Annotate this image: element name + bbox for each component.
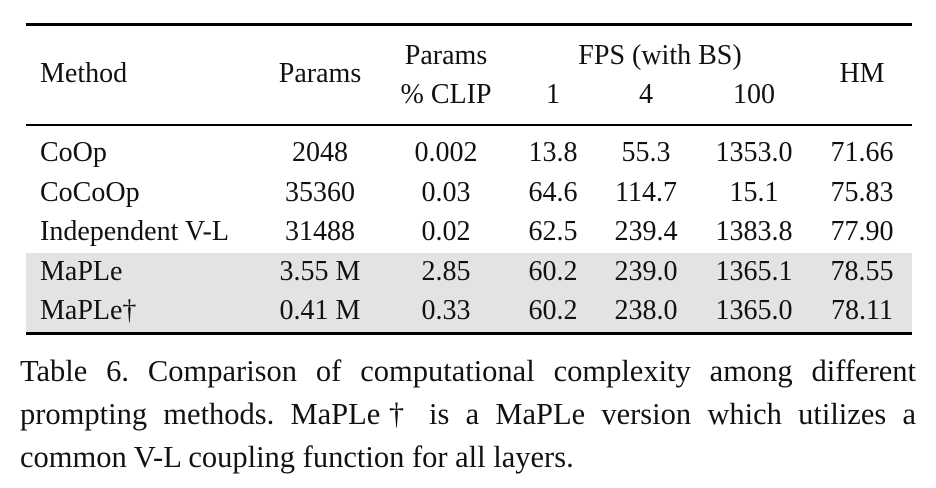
cell-params-clip: 0.03 <box>421 177 471 208</box>
cell-method: MaPLe† <box>40 295 137 326</box>
header-fps-bs-4: 4 <box>639 79 653 110</box>
cell-method: Independent V-L <box>40 216 229 247</box>
cell-params: 35360 <box>285 177 355 208</box>
cell-params-clip: 0.002 <box>414 137 478 168</box>
cell-fps-1: 60.2 <box>528 256 578 287</box>
cell-hm: 71.66 <box>830 137 894 168</box>
cell-params-clip: 2.85 <box>421 256 471 287</box>
cell-fps-4: 238.0 <box>614 295 678 326</box>
cell-hm: 75.83 <box>830 177 894 208</box>
header-fps-bs-1: 1 <box>546 79 560 110</box>
highlight-band <box>26 253 912 332</box>
header-fps-bs-100: 100 <box>733 79 775 110</box>
top-rule <box>26 23 912 26</box>
cell-method: MaPLe <box>40 256 123 287</box>
cell-fps-1: 13.8 <box>528 137 578 168</box>
header-params-clip-line1: Params <box>404 40 488 71</box>
table-caption: Table 6. Comparison of computational com… <box>20 354 916 474</box>
cell-hm: 78.11 <box>831 295 893 326</box>
cell-fps-100: 1353.0 <box>715 137 793 168</box>
cell-fps-100: 1365.0 <box>715 295 793 326</box>
cell-fps-4: 55.3 <box>621 137 671 168</box>
cell-hm: 77.90 <box>830 216 894 247</box>
cell-params-clip: 0.02 <box>421 216 471 247</box>
cell-params: 0.41 M <box>279 295 361 326</box>
header-method: Method <box>40 58 128 89</box>
header-rule <box>26 124 912 126</box>
cell-fps-100: 15.1 <box>729 177 779 208</box>
cell-fps-4: 239.4 <box>614 216 678 247</box>
cell-fps-1: 60.2 <box>528 295 578 326</box>
cell-fps-1: 64.6 <box>528 177 578 208</box>
cell-fps-4: 239.0 <box>614 256 678 287</box>
cell-params: 3.55 M <box>279 256 361 287</box>
cell-params: 2048 <box>292 137 348 168</box>
header-hm: HM <box>839 58 885 89</box>
cell-fps-4: 114.7 <box>615 177 677 208</box>
cell-params: 31488 <box>285 216 355 247</box>
cell-fps-1: 62.5 <box>528 216 578 247</box>
bottom-rule <box>26 332 912 335</box>
cell-method: CoOp <box>40 137 107 168</box>
cell-fps-100: 1365.1 <box>715 256 793 287</box>
cell-hm: 78.55 <box>830 256 894 287</box>
header-params-clip-line2: % CLIP <box>400 79 492 110</box>
header-fps-group: FPS (with BS) <box>578 40 742 71</box>
cell-fps-100: 1383.8 <box>715 216 793 247</box>
cell-method: CoCoOp <box>40 177 140 208</box>
cell-params-clip: 0.33 <box>421 295 471 326</box>
header-params: Params <box>278 58 362 89</box>
